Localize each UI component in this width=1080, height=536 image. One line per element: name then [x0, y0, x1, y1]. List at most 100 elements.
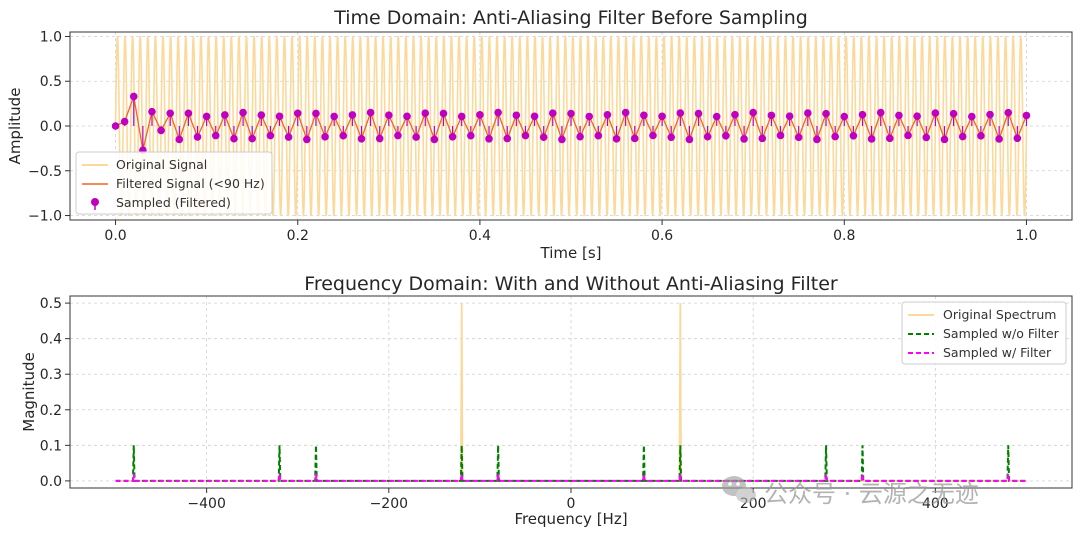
sampled-point [375, 134, 384, 143]
sampled-point [904, 131, 912, 140]
freq-chart-legend: Original Spectrum Sampled w/o Filter Sam… [901, 301, 1067, 365]
sampled-point [439, 109, 448, 118]
sampled-point [348, 111, 357, 119]
time-ytick-label: −1.0 [28, 209, 62, 225]
sampled-point [767, 111, 776, 120]
sampled-point [111, 122, 120, 130]
legend-label-original-signal: Original Signal [116, 157, 207, 172]
sampled-point [284, 133, 293, 141]
sampled-point [303, 135, 311, 144]
sampled-point [157, 126, 165, 135]
sampled-point [676, 109, 685, 117]
sampled-point [931, 109, 940, 117]
sampled-point [385, 111, 393, 119]
sampled-point [175, 135, 184, 144]
freq-ytick-label: 0.2 [40, 403, 62, 419]
sampled-point [457, 112, 466, 121]
sampled-point [403, 112, 411, 121]
time-chart-plot-area [111, 35, 1031, 217]
time-xtick-label: 0.6 [651, 228, 673, 244]
freq-ytick-label: 0.5 [40, 296, 62, 312]
sampled-point [166, 109, 174, 118]
sampled-point [394, 131, 402, 140]
sampled-point [977, 132, 985, 140]
sampled-point [321, 133, 329, 141]
sampled-point [521, 131, 530, 140]
sampled-point [849, 132, 858, 140]
sampled-point [202, 112, 211, 121]
legend-label-original-spectrum: Original Spectrum [943, 307, 1056, 322]
freq-ytick-label: 0.1 [40, 438, 62, 454]
sampled-point [940, 135, 949, 144]
sampled-point [120, 117, 129, 126]
legend-label-sampled-filtered: Sampled (Filtered) [116, 195, 231, 210]
time-xtick-label: 1.0 [1015, 228, 1037, 244]
freq-ytick-label: 0.0 [40, 474, 62, 490]
freq-chart-ylabel: Magnitude [20, 352, 38, 431]
sampled-point [585, 112, 594, 121]
sampled-point [749, 108, 757, 117]
freq-chart-title: Frequency Domain: With and Without Anti-… [304, 273, 838, 295]
sampled-point [494, 108, 502, 117]
sampled-point [485, 135, 493, 143]
sampled-point [421, 109, 430, 118]
time-xtick-label: 0.8 [833, 228, 855, 244]
watermark: 公众号 · 云源之无迹 [722, 476, 979, 508]
sampled-point [958, 132, 967, 141]
sampled-point [312, 109, 320, 118]
time-ytick-label: 0.0 [40, 119, 62, 135]
sampled-point [184, 109, 193, 118]
time-chart-ticks: 0.0 0.2 0.4 0.6 0.8 1.0 −1.0 −0.5 0.0 0.5 1.0 [28, 29, 1038, 244]
time-ytick-label: 0.5 [40, 74, 62, 90]
sampled-point [986, 110, 994, 119]
sampled-point [612, 135, 621, 143]
time-chart-legend: Original Signal Filtered Signal (<90 Hz)… [75, 151, 273, 215]
sampled-point [293, 109, 302, 118]
wechat-icon [722, 476, 756, 503]
sampled-point [740, 135, 748, 143]
sampled-with-filter-line [115, 473, 1027, 482]
sampled-point [703, 132, 712, 141]
sampled-point [785, 112, 794, 121]
sampled-point [840, 112, 849, 121]
sampled-point [722, 131, 730, 140]
sampled-point [886, 134, 894, 143]
sampled-point [357, 134, 366, 143]
time-domain-chart: Time Domain: Anti-Aliasing Filter Before… [6, 7, 1073, 262]
sampled-point [603, 110, 612, 119]
sampled-point [366, 108, 375, 117]
sampled-point [1013, 134, 1022, 143]
sampled-point [476, 111, 484, 119]
sampled-point [640, 111, 648, 120]
sampled-point [412, 133, 420, 141]
sampled-point [731, 110, 739, 119]
sampled-point [649, 131, 657, 140]
sampled-point [221, 111, 229, 119]
freq-chart-xlabel: Frequency [Hz] [514, 510, 627, 528]
sampled-point [339, 131, 348, 140]
sampled-point [129, 92, 138, 101]
sampled-point [913, 112, 921, 120]
time-xtick-label: 0.0 [104, 228, 126, 244]
time-chart-xlabel: Time [s] [540, 244, 602, 262]
sampled-point [794, 133, 803, 142]
legend-label-filtered-signal: Filtered Signal (<90 Hz) [116, 176, 265, 191]
sampled-point [949, 109, 958, 118]
sampled-point [867, 135, 876, 143]
sampled-point [895, 111, 903, 120]
sampled-point [594, 131, 603, 140]
sampled-point [813, 135, 821, 144]
sampled-point [448, 132, 457, 141]
sampled-point [804, 109, 812, 117]
legend-label-sampled-with-filter: Sampled w/ Filter [943, 345, 1052, 360]
freq-ytick-label: 0.3 [40, 367, 62, 383]
freq-ytick-label: 0.4 [40, 332, 62, 348]
watermark-text: 公众号 · 云源之无迹 [764, 480, 979, 508]
sampled-point [658, 112, 666, 121]
sampled-point [330, 112, 338, 121]
sampled-point [257, 111, 266, 119]
sampled-point [503, 134, 512, 143]
sampled-point [1022, 111, 1031, 120]
sampled-point [539, 133, 548, 141]
